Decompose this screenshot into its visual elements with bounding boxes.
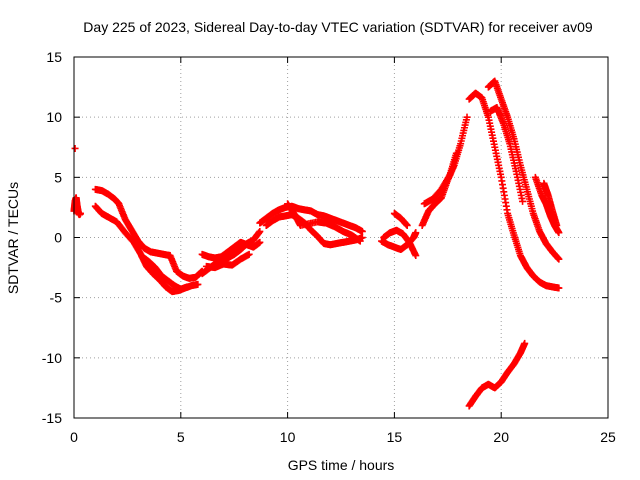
data-point-marker [412, 229, 420, 237]
x-axis-label: GPS time / hours [288, 457, 395, 473]
series-climb [418, 113, 471, 229]
series-early-segment [70, 194, 84, 219]
series-peak-b [484, 77, 563, 263]
series-low-branch [465, 339, 529, 410]
x-tick-label: 0 [70, 429, 78, 445]
data-point-marker [76, 209, 84, 217]
data-point-marker [403, 221, 411, 229]
series-seg-15c [390, 209, 411, 229]
x-tick-label: 15 [387, 429, 403, 445]
series-mid-scatter [284, 200, 364, 245]
data-point-marker [555, 284, 563, 292]
data-point-marker [553, 221, 561, 229]
data-point-marker [183, 283, 191, 291]
series-tail-b [540, 179, 561, 229]
series-mid-lower [262, 211, 366, 249]
data-point-marker [412, 252, 420, 260]
y-tick-label: -10 [42, 350, 62, 366]
data-point-marker [194, 280, 202, 288]
y-axis-label: SDTVAR / TECUs [5, 182, 21, 294]
series-climb-b [420, 149, 460, 208]
data-point-marker [555, 229, 563, 237]
chart-title: Day 225 of 2023, Sidereal Day-to-day VTE… [83, 19, 593, 35]
series-mid-upper [256, 202, 366, 235]
y-tick-label: 0 [54, 230, 62, 246]
data-point-marker [555, 255, 563, 263]
grid-lines [74, 57, 608, 418]
y-tick-label: 10 [46, 109, 62, 125]
x-tick-label: 10 [280, 429, 296, 445]
axis-ticks: 0 5 10 15 20 25 -15 -10 -5 0 5 10 15 [42, 49, 616, 445]
data-point-marker [463, 113, 471, 121]
y-tick-label: -15 [42, 410, 62, 426]
data-point-marker [256, 238, 264, 246]
data-point-marker [71, 144, 79, 152]
data-point-marker [452, 149, 460, 157]
data-point-marker [358, 227, 366, 235]
series-rise-b [198, 238, 264, 262]
series-outlier [71, 144, 79, 152]
y-tick-label: 15 [46, 49, 62, 65]
data-points [70, 77, 563, 410]
y-tick-label: 5 [54, 169, 62, 185]
data-point-marker [445, 172, 453, 180]
data-point-marker [519, 197, 527, 205]
data-point-marker [521, 339, 529, 347]
series-rise-c [202, 250, 253, 272]
x-tick-label: 25 [600, 429, 616, 445]
data-point-marker [256, 227, 264, 235]
y-tick-label: -5 [50, 290, 63, 306]
series-peak-c [487, 104, 527, 205]
x-tick-label: 20 [493, 429, 509, 445]
series-arc-mid [138, 253, 191, 293]
series-seg-15b [380, 226, 420, 260]
x-tick-label: 5 [177, 429, 185, 445]
data-point-marker [245, 250, 253, 258]
series-arc-upper [91, 185, 206, 282]
series-peak-a [465, 89, 563, 292]
data-point-marker [356, 237, 364, 245]
